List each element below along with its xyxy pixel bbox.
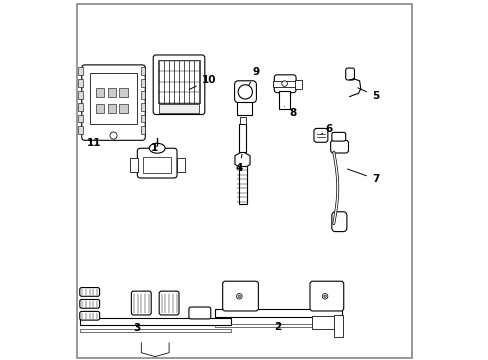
Bar <box>140 79 145 87</box>
Bar <box>140 91 145 99</box>
Bar <box>158 60 199 103</box>
FancyBboxPatch shape <box>131 291 151 315</box>
Bar <box>177 158 184 172</box>
Bar <box>107 104 116 113</box>
Bar <box>78 67 82 75</box>
Bar <box>240 117 245 125</box>
FancyBboxPatch shape <box>331 212 346 231</box>
Circle shape <box>110 132 117 139</box>
FancyBboxPatch shape <box>309 281 343 311</box>
Bar <box>273 81 301 87</box>
Bar <box>239 125 246 152</box>
Bar <box>140 67 145 75</box>
Bar <box>107 88 116 96</box>
FancyBboxPatch shape <box>274 75 296 93</box>
Text: 7: 7 <box>347 169 378 184</box>
Text: 9: 9 <box>248 67 260 85</box>
Ellipse shape <box>149 143 165 153</box>
Bar <box>140 126 145 134</box>
Bar <box>236 102 252 114</box>
FancyBboxPatch shape <box>313 129 327 142</box>
Circle shape <box>281 81 287 86</box>
Bar <box>96 104 104 113</box>
FancyBboxPatch shape <box>80 300 100 308</box>
Text: 2: 2 <box>273 322 281 332</box>
FancyBboxPatch shape <box>80 288 100 296</box>
Bar <box>279 91 289 109</box>
Bar <box>78 79 82 87</box>
Bar <box>311 316 339 329</box>
Bar <box>214 309 341 317</box>
Bar <box>143 157 171 173</box>
Bar <box>78 126 82 134</box>
Bar <box>159 104 199 113</box>
Circle shape <box>238 85 252 99</box>
Bar <box>80 329 230 332</box>
Bar <box>119 88 128 96</box>
Bar <box>80 318 230 325</box>
Bar <box>214 324 341 327</box>
Bar <box>140 114 145 122</box>
Bar <box>78 103 82 111</box>
Bar <box>130 158 138 172</box>
Bar <box>78 91 82 99</box>
Text: 8: 8 <box>284 107 296 118</box>
Bar <box>238 166 247 204</box>
FancyBboxPatch shape <box>153 55 204 114</box>
Text: 4: 4 <box>235 154 243 173</box>
FancyBboxPatch shape <box>234 81 256 103</box>
FancyBboxPatch shape <box>81 65 145 140</box>
Text: 10: 10 <box>189 75 216 89</box>
Text: 6: 6 <box>321 123 332 134</box>
FancyBboxPatch shape <box>80 311 100 320</box>
FancyBboxPatch shape <box>331 132 345 141</box>
Circle shape <box>236 293 242 299</box>
FancyBboxPatch shape <box>137 148 177 178</box>
Text: 3: 3 <box>133 323 141 333</box>
Circle shape <box>323 295 325 297</box>
Bar <box>140 103 145 111</box>
Bar <box>89 73 137 125</box>
Text: 1: 1 <box>150 143 158 153</box>
Bar <box>333 315 342 337</box>
Circle shape <box>322 293 327 299</box>
Bar <box>78 114 82 122</box>
FancyBboxPatch shape <box>330 140 348 153</box>
FancyBboxPatch shape <box>222 281 258 311</box>
FancyBboxPatch shape <box>345 68 354 80</box>
Bar <box>96 88 104 96</box>
Bar <box>119 104 128 113</box>
FancyBboxPatch shape <box>188 307 210 319</box>
FancyBboxPatch shape <box>159 291 179 315</box>
Text: 5: 5 <box>357 88 378 101</box>
Circle shape <box>238 295 240 297</box>
Text: 11: 11 <box>86 138 101 148</box>
Bar <box>294 80 302 89</box>
